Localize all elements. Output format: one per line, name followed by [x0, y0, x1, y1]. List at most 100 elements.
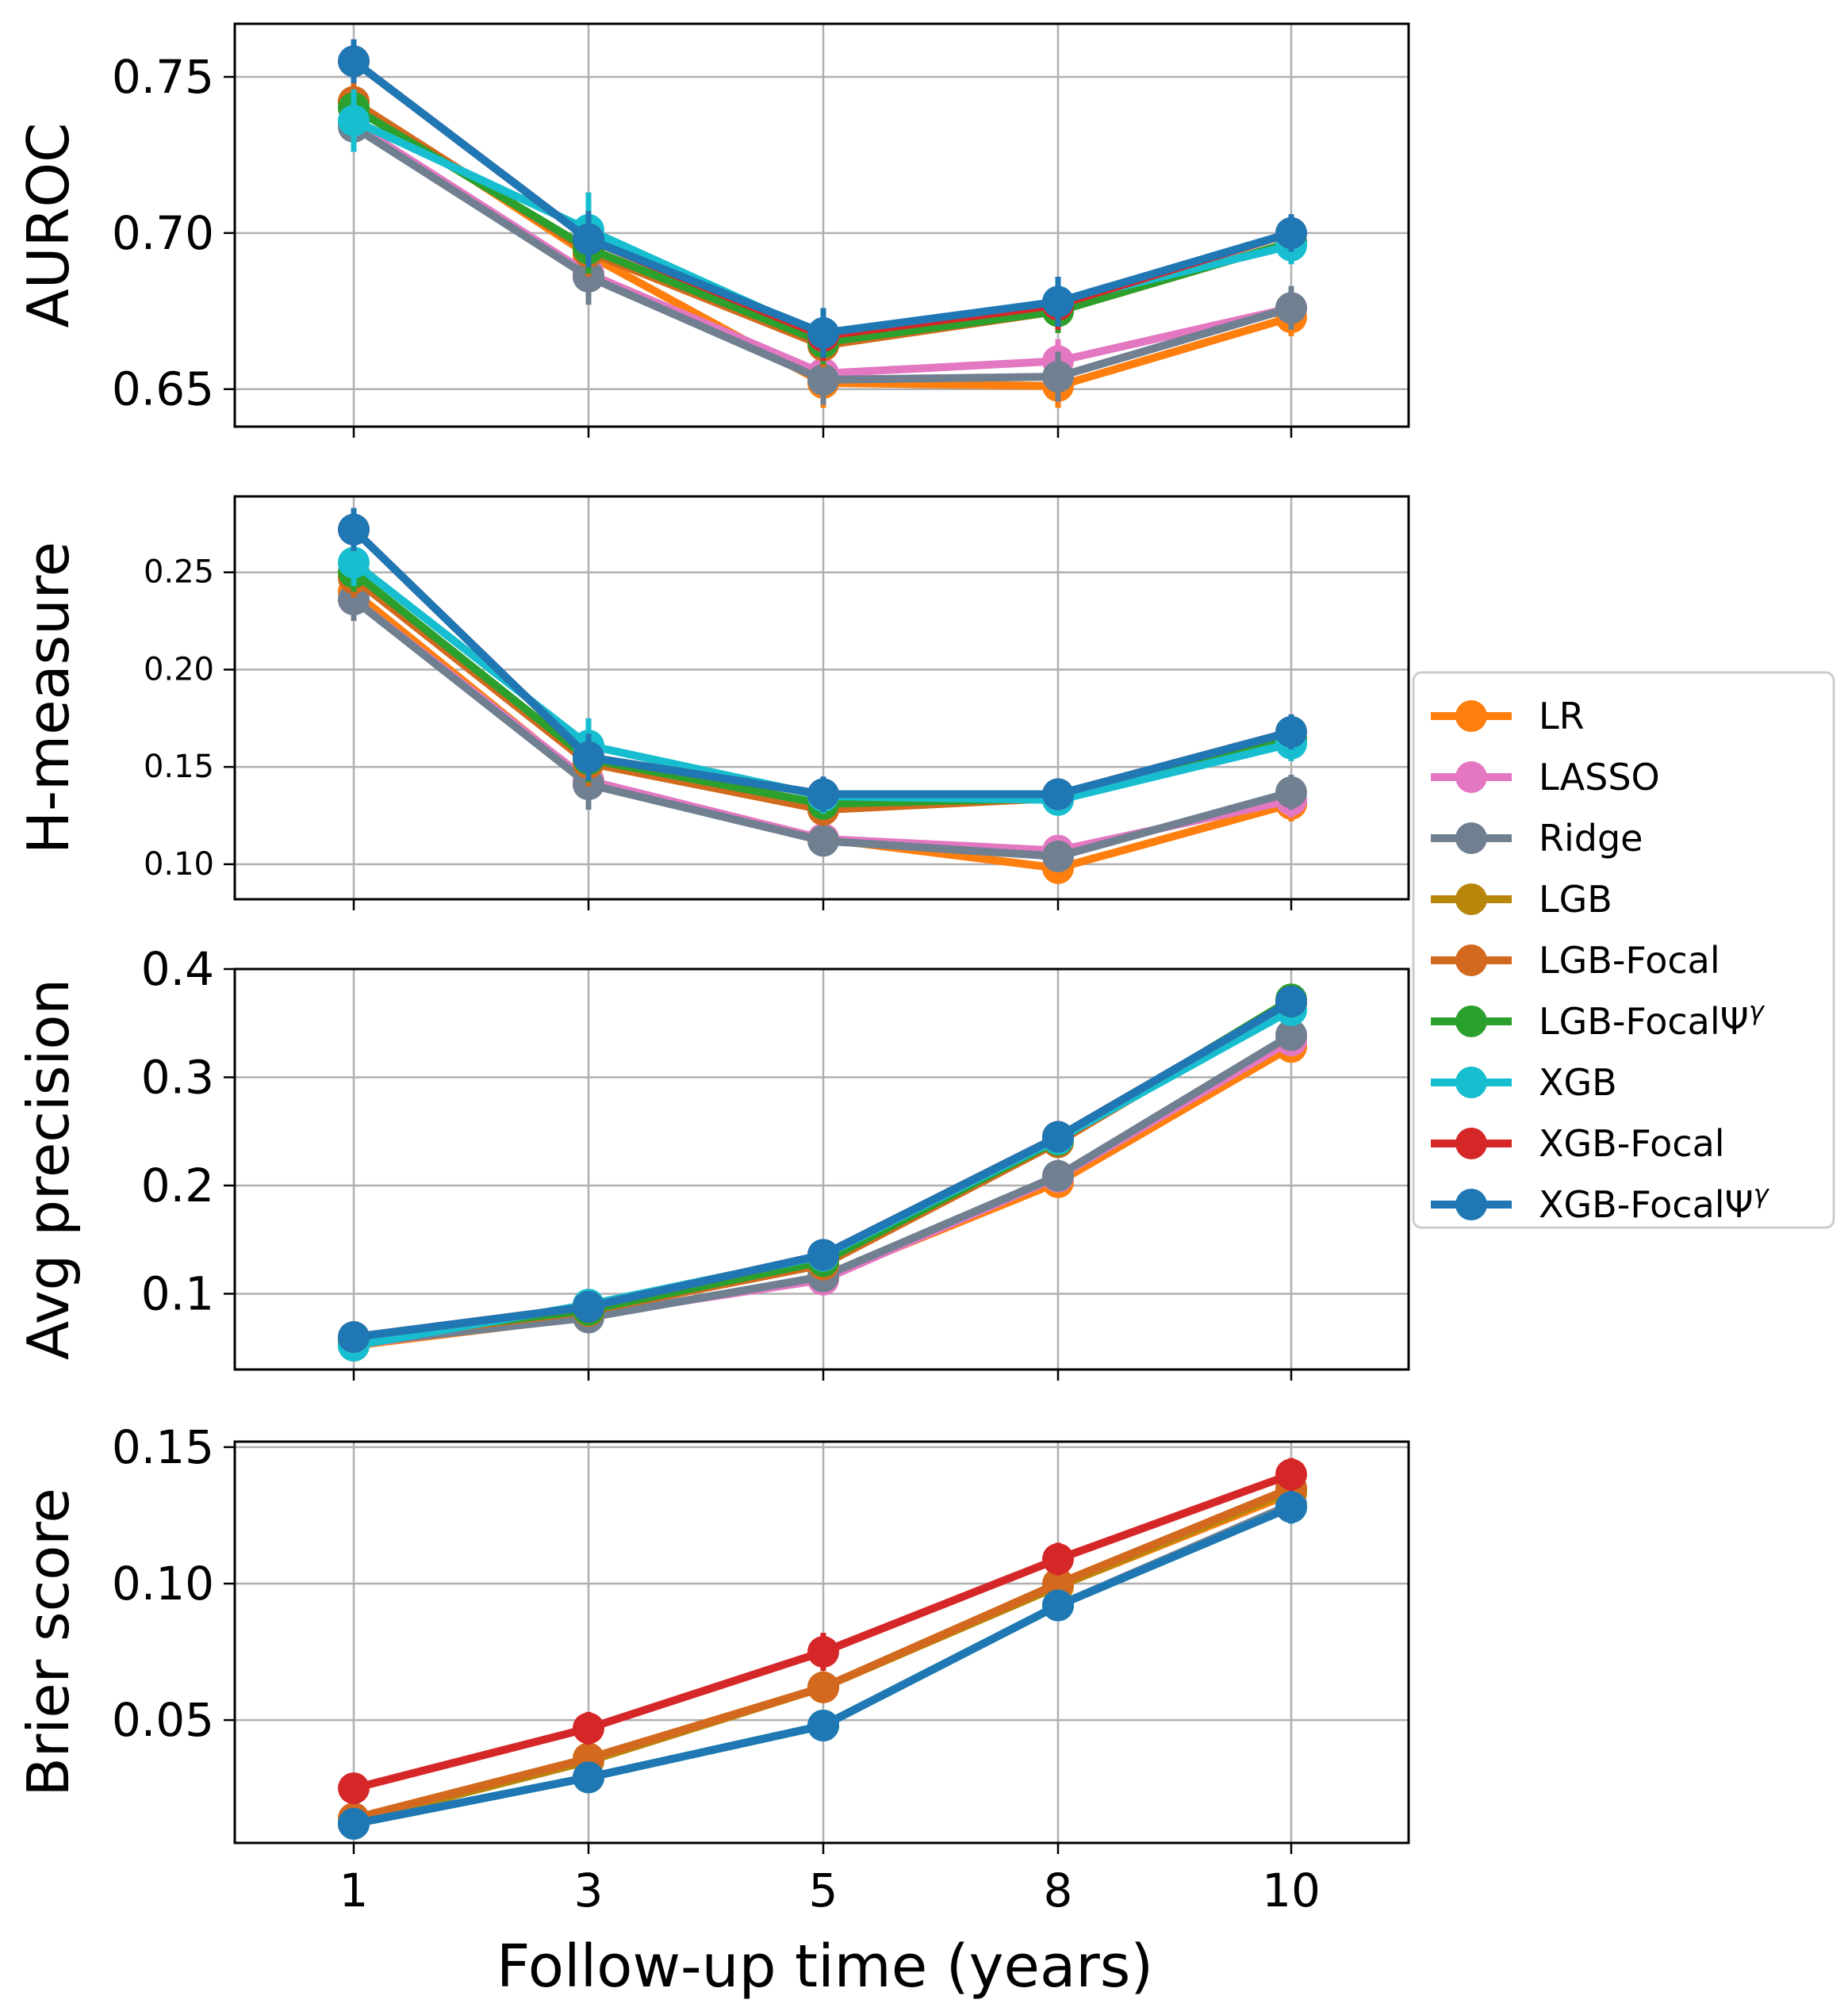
data-point — [338, 546, 370, 579]
legend-entry-xgb-focal: XGB-Focal — [1431, 1122, 1725, 1165]
legend-label: LASSO — [1539, 756, 1660, 799]
plot-area — [338, 983, 1307, 1362]
data-point — [573, 1290, 604, 1323]
y-tick-label: 0.70 — [112, 206, 214, 260]
legend-entry-ridge: Ridge — [1431, 817, 1643, 860]
axes-frame — [233, 22, 1410, 428]
legend-label: LGB-Focal — [1539, 939, 1720, 982]
data-point — [338, 1321, 370, 1354]
data-point — [1042, 360, 1074, 393]
series-xgb-focal- — [338, 39, 1307, 358]
panels: 0.650.700.75AUROC0.100.150.200.25H-measu… — [15, 22, 1410, 1917]
data-point — [807, 316, 839, 349]
data-point — [573, 741, 604, 773]
legend-label: LGB-FocalΨγ — [1539, 996, 1766, 1043]
y-tick-label: 0.10 — [112, 1557, 214, 1611]
data-point — [1042, 1543, 1074, 1576]
series-xgb-focal- — [338, 508, 1307, 812]
data-point — [807, 1671, 839, 1703]
data-point — [1275, 1458, 1307, 1491]
data-point — [1275, 776, 1307, 809]
legend-marker — [1455, 1006, 1487, 1037]
data-point — [807, 825, 839, 857]
data-point — [338, 105, 370, 137]
legend-marker — [1455, 944, 1487, 976]
legend-entry-xgb: XGB — [1431, 1061, 1617, 1104]
data-point — [807, 1709, 839, 1741]
legend-entry-lasso: LASSO — [1431, 756, 1660, 799]
data-point — [338, 513, 370, 546]
panel-3: 0.1 0.2 0.3 0.4 Avg precision — [15, 942, 1410, 1381]
legend-marker — [1455, 1067, 1487, 1098]
series-xgb-focal- — [338, 1490, 1307, 1840]
x-tick-label: 10 — [1262, 1864, 1321, 1917]
data-point — [338, 1807, 370, 1840]
data-point — [1042, 285, 1074, 318]
legend-marker — [1455, 761, 1487, 793]
y-tick-label: 0.15 — [144, 749, 214, 785]
data-point — [338, 45, 370, 78]
legend-label: XGB — [1539, 1061, 1617, 1104]
axes-frame — [233, 967, 1410, 1371]
data-point — [573, 223, 604, 255]
legend-entry-xgb-focal-: XGB-FocalΨγ — [1431, 1179, 1770, 1226]
data-point — [1275, 292, 1307, 324]
y-tick-label: 0.20 — [144, 651, 214, 688]
legend-label: Ridge — [1539, 817, 1643, 860]
plot-area — [338, 39, 1307, 408]
data-point — [807, 363, 839, 396]
y-tick-label: 0.10 — [144, 846, 214, 883]
x-tick-label: 3 — [574, 1864, 604, 1917]
legend-entry-lgb: LGB — [1431, 878, 1612, 921]
legend-marker — [1455, 1189, 1487, 1220]
legend: LR LASSO Ridge LGB LGB-Focal LGB-FocalΨγ XGB XG… — [1412, 671, 1835, 1229]
panel-2: 0.10 0.15 0.20 0.25 H-measure — [15, 495, 1410, 910]
data-point — [1275, 985, 1307, 1017]
data-point — [1275, 216, 1307, 249]
series-xgb-focal — [338, 1458, 1307, 1805]
axes-frame — [233, 495, 1410, 901]
data-point — [807, 1239, 839, 1271]
legend-entry-lr: LR — [1431, 695, 1585, 737]
data-point — [573, 1712, 604, 1745]
y-tick-label: 0.65 — [112, 362, 214, 416]
y-axis-label: Brier score — [15, 1488, 82, 1796]
x-axis-label: Follow-up time (years) — [497, 1933, 1153, 2001]
axes-frame — [233, 1440, 1410, 1845]
data-point — [1275, 715, 1307, 748]
legend-label: LGB — [1539, 878, 1612, 921]
data-point — [1042, 778, 1074, 810]
y-tick-label: 0.15 — [112, 1420, 214, 1474]
legend-label: XGB-FocalΨγ — [1539, 1179, 1770, 1226]
y-tick-label: 0.2 — [141, 1159, 214, 1212]
data-point — [1275, 1019, 1307, 1052]
x-tick-label: 5 — [809, 1864, 838, 1917]
data-point — [1042, 1121, 1074, 1153]
legend-marker — [1455, 883, 1487, 915]
x-tick-label: 8 — [1044, 1864, 1073, 1917]
panel-1: 0.65 0.70 0.75 AUROC — [15, 22, 1410, 438]
data-point — [1042, 841, 1074, 873]
legend-label: LR — [1539, 695, 1585, 737]
data-point — [1042, 1589, 1074, 1622]
legend-marker — [1455, 700, 1487, 732]
data-point — [338, 1772, 370, 1805]
data-point — [573, 1761, 604, 1794]
legend-entry-lgb-focal-: LGB-FocalΨγ — [1431, 996, 1766, 1043]
y-tick-label: 0.3 — [141, 1050, 214, 1104]
legend-marker — [1455, 1128, 1487, 1159]
x-tick-label: 1 — [339, 1864, 369, 1917]
legend-label: XGB-Focal — [1539, 1122, 1725, 1165]
plot-area — [338, 1458, 1307, 1840]
y-tick-label: 0.1 — [141, 1266, 214, 1320]
data-point — [807, 778, 839, 810]
y-axis-label: H-measure — [15, 542, 82, 854]
data-point — [1042, 1567, 1074, 1599]
y-tick-label: 0.25 — [144, 554, 214, 591]
y-tick-label: 0.4 — [141, 942, 214, 996]
data-point — [1042, 1159, 1074, 1192]
legend-frame — [1412, 671, 1835, 1229]
y-axis-label: AUROC — [15, 123, 82, 328]
series-xgb-focal- — [338, 985, 1307, 1354]
